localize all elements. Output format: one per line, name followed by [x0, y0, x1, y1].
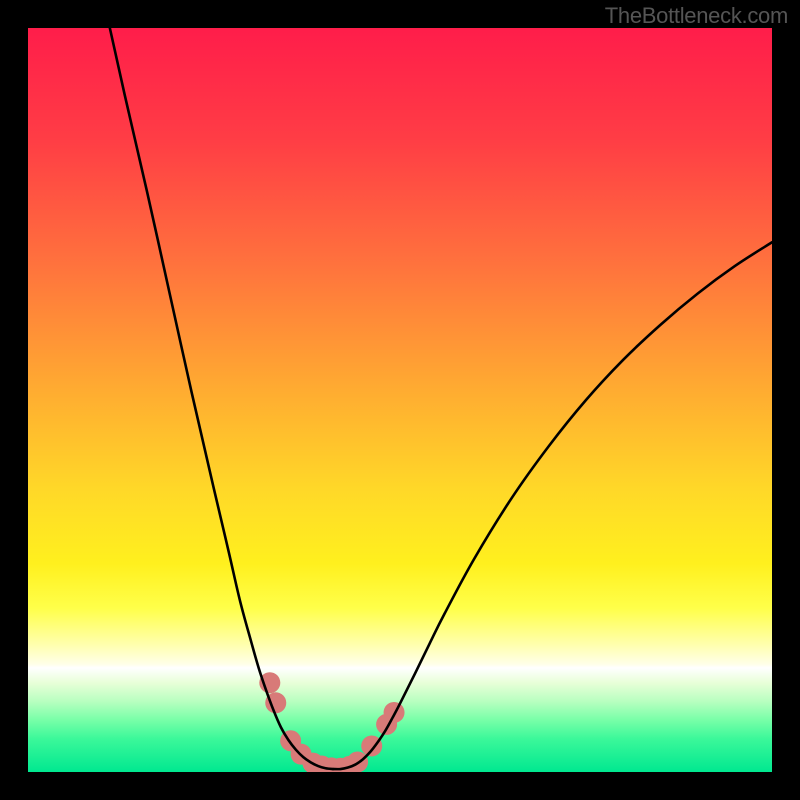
frame-right: [772, 0, 800, 800]
gradient-background: [28, 28, 772, 772]
frame-left: [0, 0, 28, 800]
bottleneck-chart: [0, 0, 800, 800]
frame-bottom: [0, 772, 800, 800]
watermark-text: TheBottleneck.com: [605, 3, 788, 29]
chart-container: { "watermark": "TheBottleneck.com", "cha…: [0, 0, 800, 800]
